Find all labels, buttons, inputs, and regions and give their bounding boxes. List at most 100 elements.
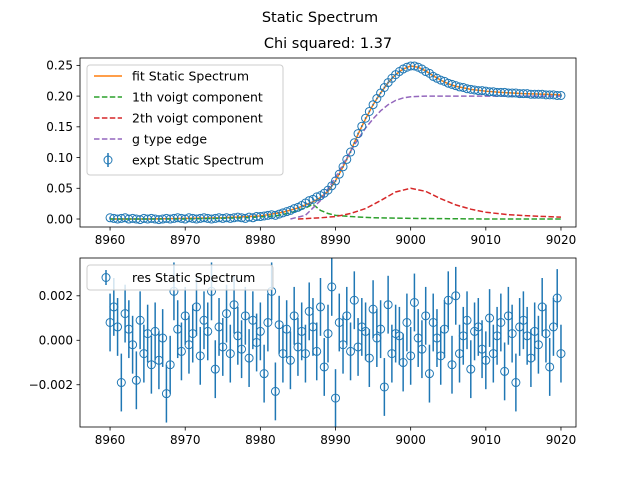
top-legend-box xyxy=(86,64,284,176)
residual-legend-box xyxy=(86,264,274,291)
residual-point xyxy=(312,346,322,356)
bottom-ytick-label: 0.000 xyxy=(39,334,73,348)
residual-point xyxy=(146,360,156,370)
bottom-xtick-label: 9020 xyxy=(546,433,577,447)
residual-point xyxy=(135,315,145,325)
residual-point xyxy=(556,349,566,359)
residual-plot-legend: res Static Spectrum xyxy=(86,264,274,291)
residual-point xyxy=(131,375,141,385)
expt-point xyxy=(409,61,419,71)
bottom-xtick-label: 8980 xyxy=(245,433,276,447)
residual-point xyxy=(176,346,186,356)
legend-label-voigt2: 2th voigt component xyxy=(132,111,263,126)
top-ytick-label: 0.05 xyxy=(46,182,73,196)
residual-point xyxy=(116,378,126,388)
expt-point xyxy=(357,121,367,131)
expt-point xyxy=(364,106,374,116)
top-ytick-label: 0.15 xyxy=(46,120,73,134)
top-xtick-label: 8970 xyxy=(170,233,201,247)
residual-point xyxy=(222,309,232,319)
expt-point xyxy=(349,138,359,148)
legend-marker-res xyxy=(101,273,111,282)
residual-point xyxy=(218,342,228,352)
expt-point xyxy=(346,147,356,157)
series-line-edge xyxy=(290,95,561,220)
top-xtick-label: 8980 xyxy=(245,233,276,247)
top-ytick-label: 0.00 xyxy=(46,212,73,226)
residual-point xyxy=(323,329,333,339)
residual-point xyxy=(462,315,472,325)
residual-point xyxy=(282,324,292,334)
legend-label-expt: expt Static Spectrum xyxy=(132,153,264,168)
legend-label-fit: fit Static Spectrum xyxy=(132,69,249,84)
bottom-xtick-label: 8960 xyxy=(95,433,126,447)
legend-marker-expt xyxy=(103,155,113,165)
figure-suptitle: Static Spectrum xyxy=(262,10,378,26)
residual-point xyxy=(376,324,386,334)
legend-entry-edge: g type edge xyxy=(94,132,207,147)
legend-entry-voigt1: 1th voigt component xyxy=(94,90,263,105)
top-plot: 8960 8970 8980 8990 9000 9010 9020 0.00 0.05 0.10… xyxy=(46,57,577,247)
residual-plot-frame xyxy=(79,257,577,428)
top-xtick-label: 9000 xyxy=(395,233,426,247)
expt-point xyxy=(312,192,322,202)
residual-point xyxy=(485,313,495,323)
residual-point xyxy=(481,355,491,365)
residual-point xyxy=(342,311,352,321)
top-ytick-label: 0.25 xyxy=(46,59,73,73)
legend-label-edge: g type edge xyxy=(132,132,207,147)
residual-point xyxy=(398,358,408,368)
residual-point xyxy=(289,311,299,321)
residual-point xyxy=(270,386,280,396)
residual-point xyxy=(451,291,461,301)
residual-point xyxy=(500,366,510,376)
legend-label-res: res Static Spectrum xyxy=(132,270,255,285)
top-xtick-label: 9010 xyxy=(471,233,502,247)
top-xtick-label: 8960 xyxy=(95,233,126,247)
series-line-voigt1 xyxy=(110,203,561,220)
residual-point xyxy=(259,369,269,379)
residual-plot: 8960 8970 8980 8990 9000 9010 9020 −0.002 0.000 0… xyxy=(29,257,577,447)
residual-point xyxy=(225,349,235,359)
expt-point xyxy=(353,129,363,139)
residual-point xyxy=(319,362,329,372)
top-plot-title: Chi squared: 1.37 xyxy=(264,36,392,52)
residual-point xyxy=(191,302,201,312)
top-plot-legend: fit Static Spectrum 1th voigt component … xyxy=(86,64,284,176)
residual-point xyxy=(417,344,427,354)
bottom-xtick-label: 8970 xyxy=(170,433,201,447)
residual-point xyxy=(263,317,273,327)
residual-point xyxy=(195,351,205,361)
residual-point xyxy=(552,293,562,303)
residual-point xyxy=(203,326,213,336)
expt-point xyxy=(334,169,344,179)
residual-point xyxy=(443,295,453,305)
expt-point xyxy=(361,113,371,123)
legend-entry-voigt2: 2th voigt component xyxy=(94,111,263,126)
expt-point xyxy=(342,154,352,164)
top-plot-ticks: 8960 8970 8980 8990 9000 9010 9020 0.00 0.05 0.10… xyxy=(46,59,576,247)
residual-point xyxy=(406,351,416,361)
residual-point xyxy=(128,340,138,350)
residual-point xyxy=(507,329,517,339)
expt-point xyxy=(436,75,446,85)
residual-point xyxy=(229,300,239,310)
residual-point xyxy=(409,297,419,307)
bottom-xtick-label: 9010 xyxy=(471,433,502,447)
residual-point xyxy=(244,353,254,363)
top-ytick-label: 0.10 xyxy=(46,151,73,165)
residual-point xyxy=(331,393,341,403)
residual-point xyxy=(545,362,555,372)
residual-point xyxy=(533,340,543,350)
bottom-ytick-label: −0.002 xyxy=(29,378,73,392)
expt-point xyxy=(304,196,314,206)
residual-point xyxy=(315,302,325,312)
residual-point xyxy=(541,329,551,339)
expt-point xyxy=(289,204,299,214)
residual-point xyxy=(255,326,265,336)
top-xtick-label: 8990 xyxy=(320,233,351,247)
residual-point xyxy=(466,364,476,374)
residual-point xyxy=(158,333,168,343)
residual-plot-points xyxy=(105,258,566,427)
